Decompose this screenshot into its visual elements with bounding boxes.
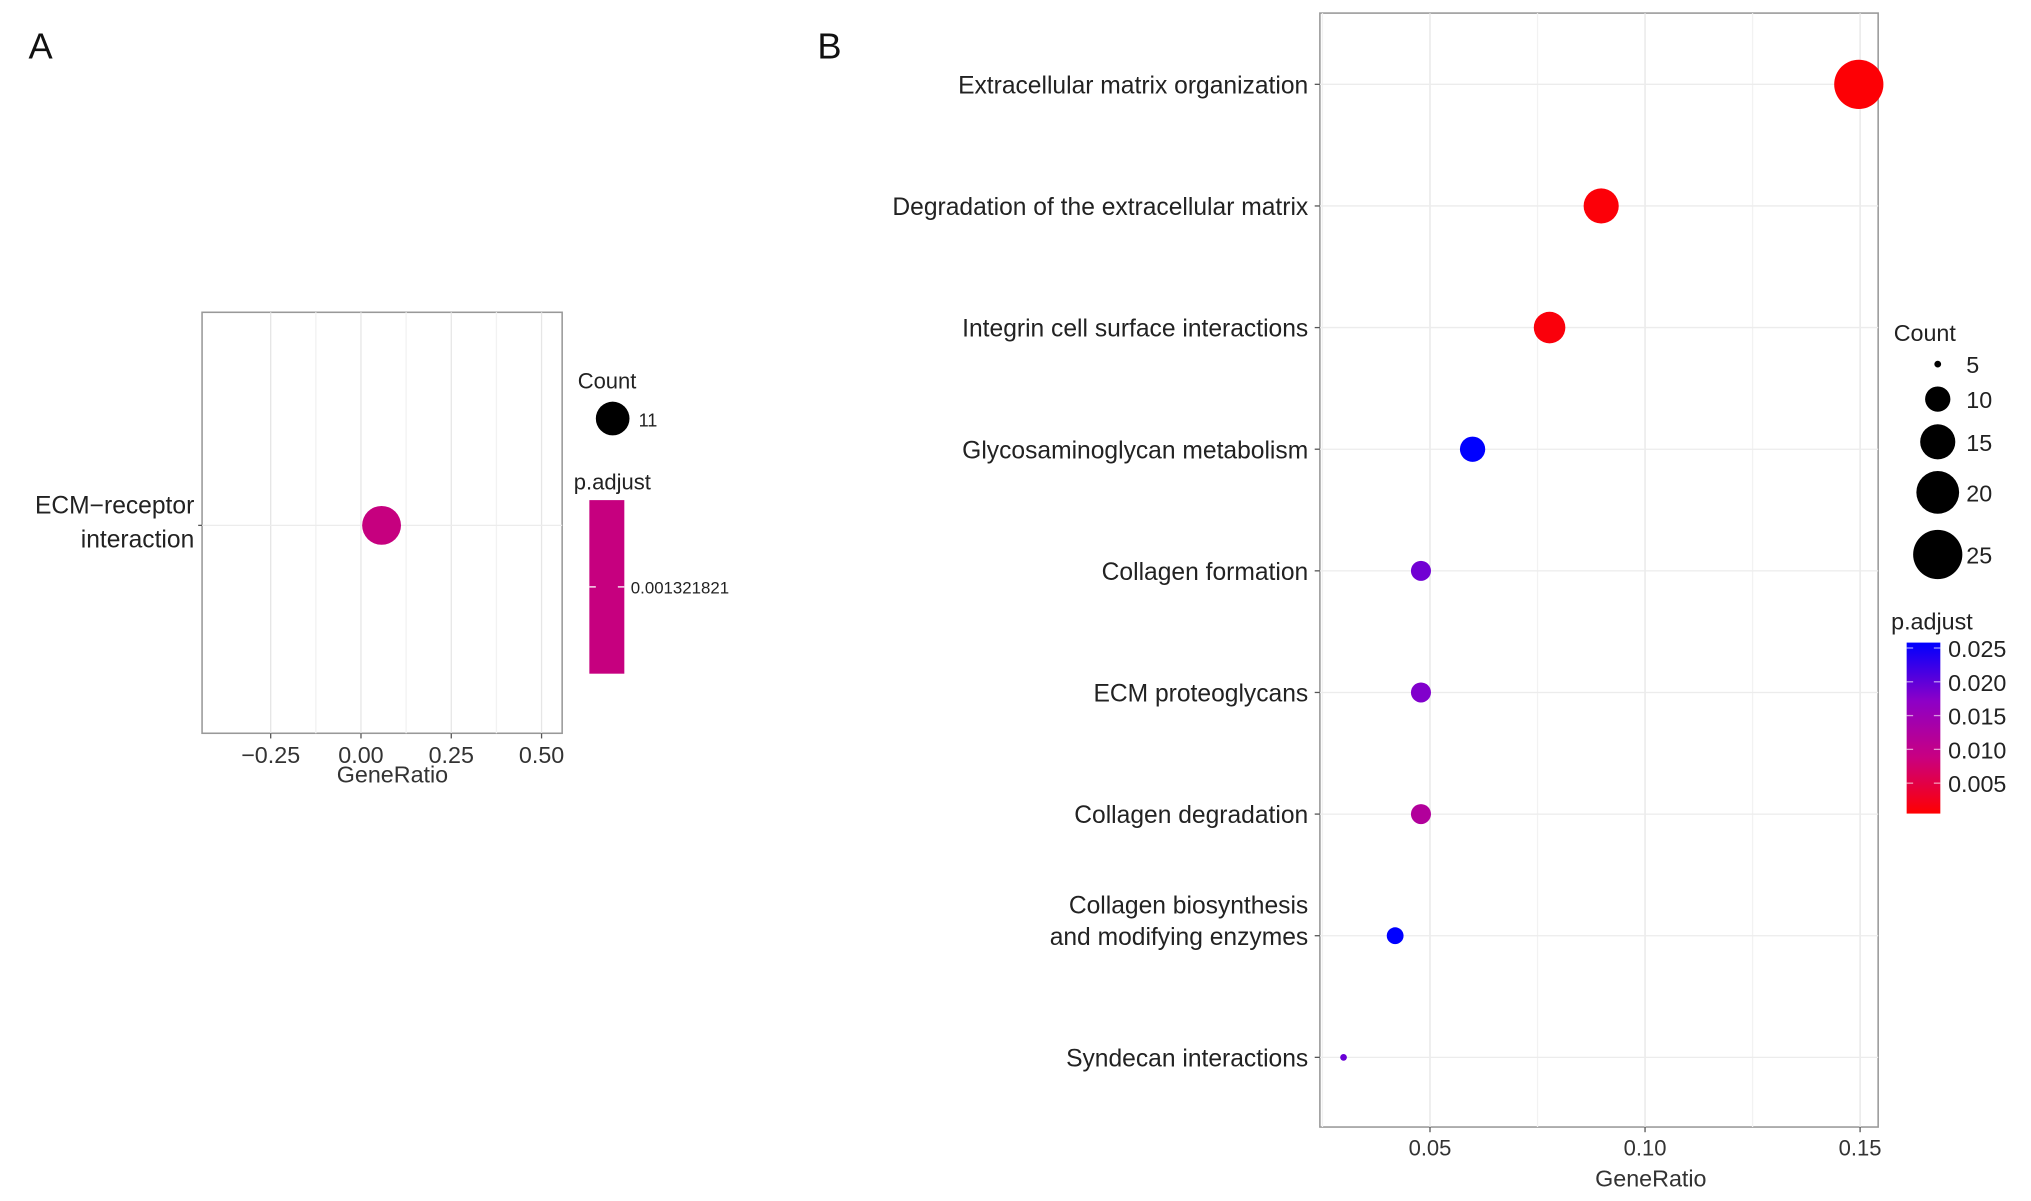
data-point — [1834, 59, 1884, 109]
y-category-label: Collagen degradation — [1074, 802, 1308, 829]
y-category-label: Collagen formation — [1102, 559, 1309, 586]
y-category-label: Collagen biosynthesis — [1069, 893, 1308, 920]
padj-legend-label: 0.005 — [1948, 771, 2006, 797]
panel-label-b: B — [817, 25, 841, 66]
padj-legend-label: 0.015 — [1948, 704, 2006, 730]
count-legend-label: 5 — [1966, 352, 1979, 378]
count-legend-label: 25 — [1966, 543, 1992, 569]
x-tick-label: 0.25 — [429, 742, 474, 768]
data-point — [1459, 436, 1486, 462]
data-point — [1533, 311, 1566, 344]
panel-b-chart: 0.05 0.10 0.15 GeneRatio Extracellular matri… — [892, 12, 2006, 1192]
y-category-label: Glycosaminoglycan metabolism — [962, 437, 1308, 464]
x-tick-label: 0.00 — [338, 742, 383, 768]
x-tick-label: 0.50 — [519, 742, 564, 768]
count-legend-title: Count — [1894, 320, 1957, 346]
padj-legend-title: p.adjust — [1891, 609, 1973, 635]
count-legend-label: 20 — [1966, 480, 1992, 506]
data-point — [1410, 682, 1431, 703]
y-category-label: Syndecan interactions — [1066, 1045, 1308, 1072]
padj-legend-title: p.adjust — [574, 470, 651, 495]
y-category-label: ECM−receptor — [35, 493, 194, 520]
padj-legend-label: 0.020 — [1948, 670, 2006, 696]
x-tick-label: −0.25 — [241, 742, 300, 768]
data-point — [1386, 927, 1404, 945]
x-tick-label: 0.05 — [1409, 1136, 1452, 1161]
padj-legend-label: 0.001321821 — [631, 578, 729, 597]
count-legend-label: 10 — [1966, 387, 1992, 413]
count-legend-key — [1916, 470, 1960, 514]
count-legend-key — [1925, 386, 1951, 412]
y-category-label: Degradation of the extracellular matrix — [892, 194, 1309, 221]
plot-panel — [1319, 12, 1879, 1128]
y-category-label: Extracellular matrix organization — [958, 72, 1308, 99]
count-legend-key — [1913, 529, 1963, 580]
count-legend-key — [595, 401, 630, 436]
data-point — [1410, 560, 1431, 581]
x-axis-title: GeneRatio — [337, 761, 448, 787]
y-category-label: and modifying enzymes — [1050, 924, 1309, 951]
padj-colorbar — [1906, 642, 1941, 814]
data-point — [1583, 188, 1619, 224]
count-legend-key — [1934, 360, 1942, 368]
data-point — [362, 505, 401, 545]
x-axis-title: GeneRatio — [1595, 1166, 1706, 1192]
panel-label-a: A — [28, 25, 53, 66]
count-legend-key — [1920, 424, 1956, 460]
data-point — [1410, 804, 1431, 825]
count-legend-label: 11 — [639, 410, 658, 430]
y-category-label: Integrin cell surface interactions — [962, 316, 1308, 343]
data-point — [1340, 1053, 1347, 1061]
padj-legend-label: 0.025 — [1948, 636, 2006, 662]
count-legend-title: Count — [578, 369, 637, 394]
y-category-label: interaction — [81, 526, 195, 553]
x-tick-label: 0.15 — [1839, 1136, 1882, 1161]
padj-legend-label: 0.010 — [1948, 737, 2006, 763]
count-legend-label: 15 — [1966, 430, 1992, 456]
panel-a-chart: −0.25 0.00 0.25 0.50 GeneRatio ECM−receptor in… — [35, 311, 729, 787]
x-tick-label: 0.10 — [1624, 1136, 1667, 1161]
y-category-label: ECM proteoglycans — [1093, 681, 1308, 708]
